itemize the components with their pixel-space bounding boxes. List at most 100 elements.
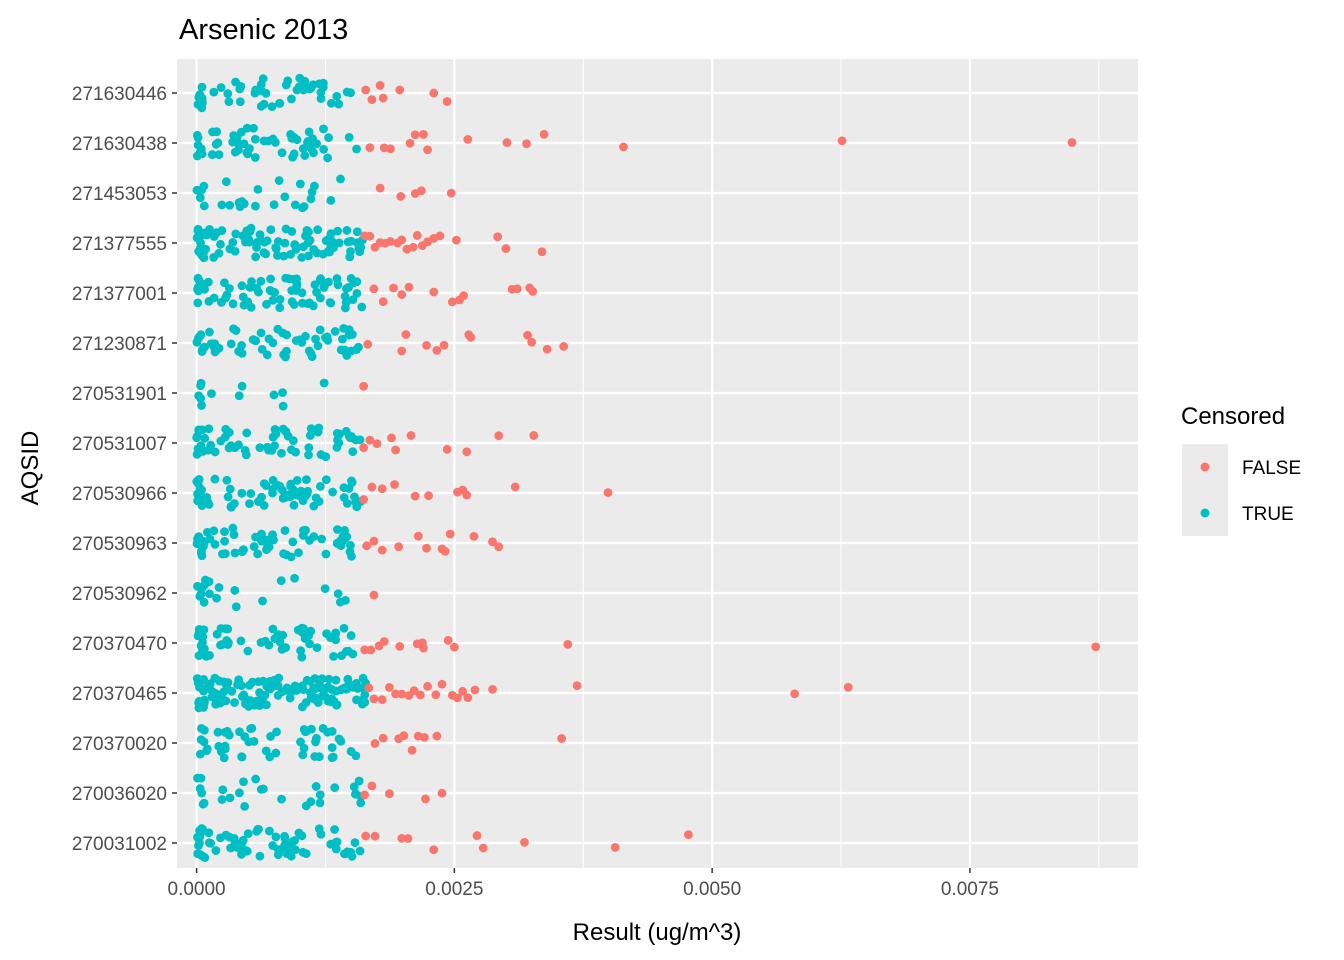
data-point-false (488, 684, 497, 694)
data-point-true (275, 303, 285, 313)
data-point-false (1091, 642, 1101, 652)
data-point-true (316, 293, 325, 303)
data-point-true (268, 624, 278, 634)
data-point-true (306, 194, 316, 204)
data-point-true (210, 339, 220, 349)
data-point-true (350, 838, 360, 848)
data-point-true (261, 88, 271, 98)
data-point-true (315, 325, 325, 335)
data-point-true (194, 628, 204, 638)
data-point-false (397, 346, 407, 356)
data-point-true (330, 825, 339, 834)
data-point-true (360, 690, 370, 700)
data-point-true (194, 703, 204, 713)
data-point-true (201, 651, 211, 661)
data-point-true (212, 593, 221, 603)
data-point-true (298, 750, 308, 760)
data-point-true (333, 525, 342, 534)
data-point-true (192, 539, 202, 549)
data-point-true (336, 345, 346, 355)
data-point-true (292, 476, 302, 485)
data-point-true (250, 134, 260, 144)
data-point-true (331, 675, 341, 685)
data-point-true (245, 680, 254, 690)
data-point-false (367, 95, 377, 105)
data-point-true (348, 447, 358, 457)
data-point-true (197, 551, 207, 561)
data-point-true (237, 849, 246, 859)
data-point-false (447, 297, 457, 307)
data-point-false (510, 482, 520, 492)
data-point-true (329, 240, 339, 250)
data-point-true (313, 225, 323, 235)
data-point-true (243, 646, 253, 656)
data-point-false (572, 681, 582, 691)
data-point-false (522, 139, 531, 149)
data-point-true (274, 176, 284, 185)
data-point-false (401, 330, 411, 339)
data-point-false (403, 834, 413, 843)
data-point-true (198, 446, 208, 456)
data-point-true (283, 76, 293, 86)
data-point-false (449, 642, 459, 652)
data-point-true (352, 144, 361, 154)
data-point-true (268, 475, 278, 485)
data-point-false (557, 734, 567, 743)
data-point-true (192, 185, 202, 195)
data-point-true (346, 848, 356, 857)
data-point-false (837, 136, 847, 146)
data-point-true (223, 492, 233, 502)
data-point-true (280, 526, 290, 535)
data-point-true (265, 826, 274, 836)
data-point-true (228, 299, 238, 309)
data-point-true (192, 337, 202, 347)
data-point-true (323, 153, 333, 163)
legend-title: Censored (1181, 403, 1285, 430)
data-point-true (299, 202, 309, 211)
data-point-true (319, 144, 329, 154)
data-point-true (316, 829, 326, 839)
data-point-true (319, 378, 329, 388)
data-point-true (229, 131, 239, 140)
data-point-true (324, 133, 333, 142)
data-point-true (279, 251, 289, 261)
data-point-true (315, 798, 325, 808)
data-point-false (610, 842, 620, 852)
data-point-true (328, 487, 338, 497)
data-point-true (335, 429, 345, 439)
data-point-true (196, 378, 206, 388)
data-point-true (239, 690, 249, 700)
data-point-false (422, 340, 431, 350)
data-point-true (192, 674, 202, 683)
data-point-true (223, 89, 233, 98)
data-point-true (263, 136, 273, 146)
data-point-false (463, 693, 473, 702)
data-point-true (231, 602, 241, 612)
data-point-true (346, 88, 355, 98)
data-point-true (195, 147, 205, 157)
data-point-true (230, 443, 240, 453)
data-point-true (281, 224, 291, 234)
data-point-true (302, 489, 312, 499)
data-point-true (339, 323, 349, 333)
data-point-true (304, 127, 314, 137)
data-point-false (442, 97, 452, 106)
data-point-true (199, 696, 209, 705)
data-point-true (289, 500, 299, 510)
y-tick-label: 271453053 (72, 184, 167, 205)
data-point-false (406, 431, 416, 440)
data-point-true (237, 281, 247, 291)
data-point-true (357, 302, 367, 312)
data-point-true (257, 236, 266, 246)
data-point-true (326, 98, 336, 108)
data-point-false (386, 237, 395, 246)
data-point-true (358, 673, 368, 683)
data-point-true (220, 278, 229, 288)
data-point-false (369, 536, 379, 546)
data-point-true (285, 693, 295, 703)
data-point-false (445, 529, 455, 539)
data-point-true (220, 527, 229, 537)
data-point-true (347, 330, 357, 339)
data-point-true (271, 748, 281, 758)
data-point-true (235, 97, 245, 107)
